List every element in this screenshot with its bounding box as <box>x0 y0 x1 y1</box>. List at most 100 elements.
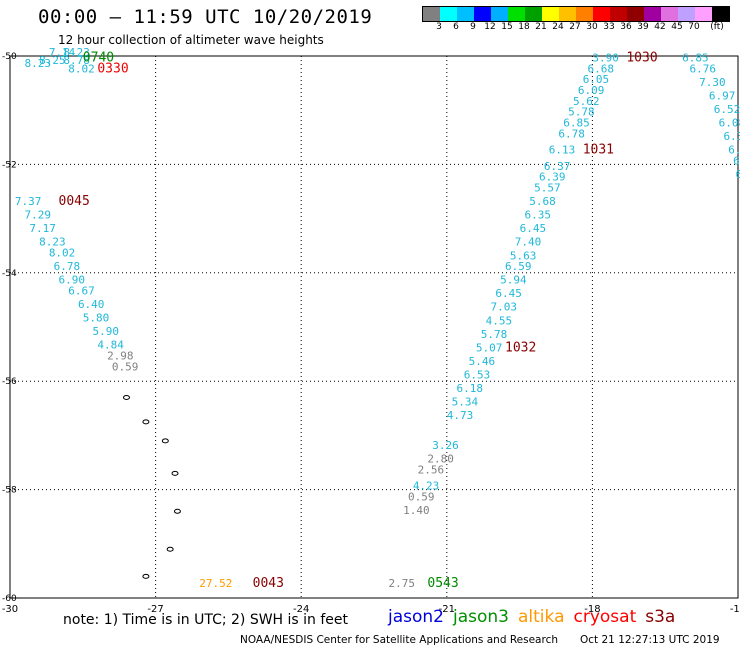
wave-height-label: 6.09 <box>578 84 605 97</box>
y-tick-label: -56 <box>2 377 17 387</box>
wave-height-label: 6.97 <box>709 89 736 102</box>
x-tick-label: -24 <box>293 604 309 615</box>
wave-height-label: 7.40 <box>515 236 542 249</box>
x-tick-label: -21 <box>439 604 455 615</box>
color-tick-label: (ft) <box>710 22 724 32</box>
wave-height-label: 8.23 <box>39 236 65 249</box>
wave-height-label: 8.02 <box>49 247 76 260</box>
color-tick-label: 42 <box>654 22 666 32</box>
wave-height-label: 2.75 <box>389 577 416 590</box>
legend-entry: jason3 <box>453 607 509 627</box>
color-swatch <box>627 7 644 21</box>
wave-height-label: 6.37 <box>544 160 571 173</box>
wave-height-label: 6.18 <box>457 382 484 395</box>
pass-time-label: 0045 <box>59 194 90 209</box>
color-tick-label: 27 <box>569 22 581 32</box>
legend-entry: s3a <box>645 607 676 627</box>
pass-time-label: 0330 <box>97 61 128 76</box>
color-tick-label: 9 <box>470 22 476 32</box>
wave-height-label: 6.3 <box>728 144 740 157</box>
wave-height-label: 6.85 <box>563 116 590 129</box>
color-swatch <box>661 7 678 21</box>
pass-time-label: 1030 <box>626 50 657 65</box>
wave-height-label: 6.39 <box>539 171 566 184</box>
color-swatch <box>678 7 695 21</box>
wave-height-label: 4.73 <box>447 409 474 422</box>
units-note: note: 1) Time is in UTC; 2) SWH is in fe… <box>63 612 349 628</box>
wave-height-label: 8.23 <box>63 46 90 59</box>
wave-height-label: 4.23 <box>413 480 440 493</box>
color-swatch <box>491 7 508 21</box>
x-tick-label: -30 <box>2 604 18 615</box>
wave-height-label: 6.52 <box>714 103 740 116</box>
pass-time-label: 0740 <box>83 50 114 65</box>
island-outline <box>173 508 181 514</box>
color-tick-label: 30 <box>586 22 598 32</box>
wave-height-label: 5.34 <box>452 396 479 409</box>
wave-height-label: 6.59 <box>505 260 532 273</box>
plot-frame <box>9 55 739 599</box>
wave-height-label: 6.90 <box>59 274 86 287</box>
color-swatch <box>474 7 491 21</box>
island-outline <box>142 419 150 425</box>
wave-height-label: 5.63 <box>510 249 536 262</box>
wave-height-label: 6.78 <box>558 127 585 140</box>
color-swatch <box>712 7 729 21</box>
wave-height-label: 6.05 <box>583 73 610 86</box>
wave-height-label: 5.68 <box>529 195 556 208</box>
color-swatch <box>423 7 440 21</box>
pass-time-label: 1032 <box>505 340 536 355</box>
wave-height-label: 6.76 <box>689 62 716 75</box>
wave-height-label: 8.23 <box>25 57 51 70</box>
wave-height-label: 3.26 <box>432 439 459 452</box>
color-swatch <box>525 7 542 21</box>
pass-time-label: 0543 <box>427 576 458 591</box>
wave-height-label: 2.56 <box>418 463 445 476</box>
wave-height-label: 2.80 <box>427 453 454 466</box>
color-swatch <box>695 7 712 21</box>
x-tick-label: -18 <box>584 604 600 615</box>
wave-height-label: 6.85 <box>682 51 709 64</box>
wave-height-label: 0.59 <box>408 490 435 503</box>
chart-subtitle: 12 hour collection of altimeter wave hei… <box>58 33 324 47</box>
y-tick-label: -50 <box>2 52 17 62</box>
wave-height-label: 6.08 <box>719 116 740 129</box>
y-tick-label: -54 <box>2 269 17 279</box>
color-tick-label: 36 <box>620 22 632 32</box>
wave-height-label: 5.07 <box>476 341 503 354</box>
color-tick-label: 70 <box>688 22 700 32</box>
color-swatch <box>542 7 559 21</box>
island-outline <box>166 546 174 552</box>
color-tick-label: 39 <box>637 22 649 32</box>
y-tick-label: -58 <box>2 486 17 496</box>
color-tick-label: 18 <box>518 22 530 32</box>
wave-height-label: 5.62 <box>573 95 600 108</box>
wave-height-label: 5.57 <box>534 182 561 195</box>
color-tick-label: 3 <box>436 22 442 32</box>
color-tick-label: 33 <box>603 22 615 32</box>
wave-height-label: 6.40 <box>78 298 105 311</box>
wave-height-label: 6.67 <box>68 284 95 297</box>
wave-height-label: 6.78 <box>54 260 81 273</box>
color-swatch <box>593 7 610 21</box>
wave-height-label: 5.90 <box>93 325 120 338</box>
wave-height-label: 7.03 <box>490 301 516 314</box>
island-outline <box>161 438 169 444</box>
wave-height-label: 3.90 <box>592 51 619 64</box>
wave-height-label: 27.52 <box>199 577 232 590</box>
color-swatch <box>644 7 661 21</box>
wave-height-label: 6 <box>736 168 740 181</box>
generated-timestamp: Oct 21 12:27:13 UTC 2019 <box>580 634 720 646</box>
x-tick-label: -15 <box>730 604 740 615</box>
wave-height-label: 4.55 <box>486 314 513 327</box>
color-tick-label: 45 <box>671 22 683 32</box>
color-swatch <box>440 7 457 21</box>
wave-height-label: 6.34 <box>723 130 740 143</box>
wave-height-label: 6.68 <box>588 62 615 75</box>
wave-height-label: 8.78 <box>63 54 90 67</box>
wave-height-label: 0.59 <box>112 360 139 373</box>
color-swatch <box>576 7 593 21</box>
island-outline <box>122 394 130 400</box>
y-tick-label: -52 <box>2 160 17 170</box>
chart-title: 00:00 – 11:59 UTC 10/20/2019 <box>38 6 373 28</box>
